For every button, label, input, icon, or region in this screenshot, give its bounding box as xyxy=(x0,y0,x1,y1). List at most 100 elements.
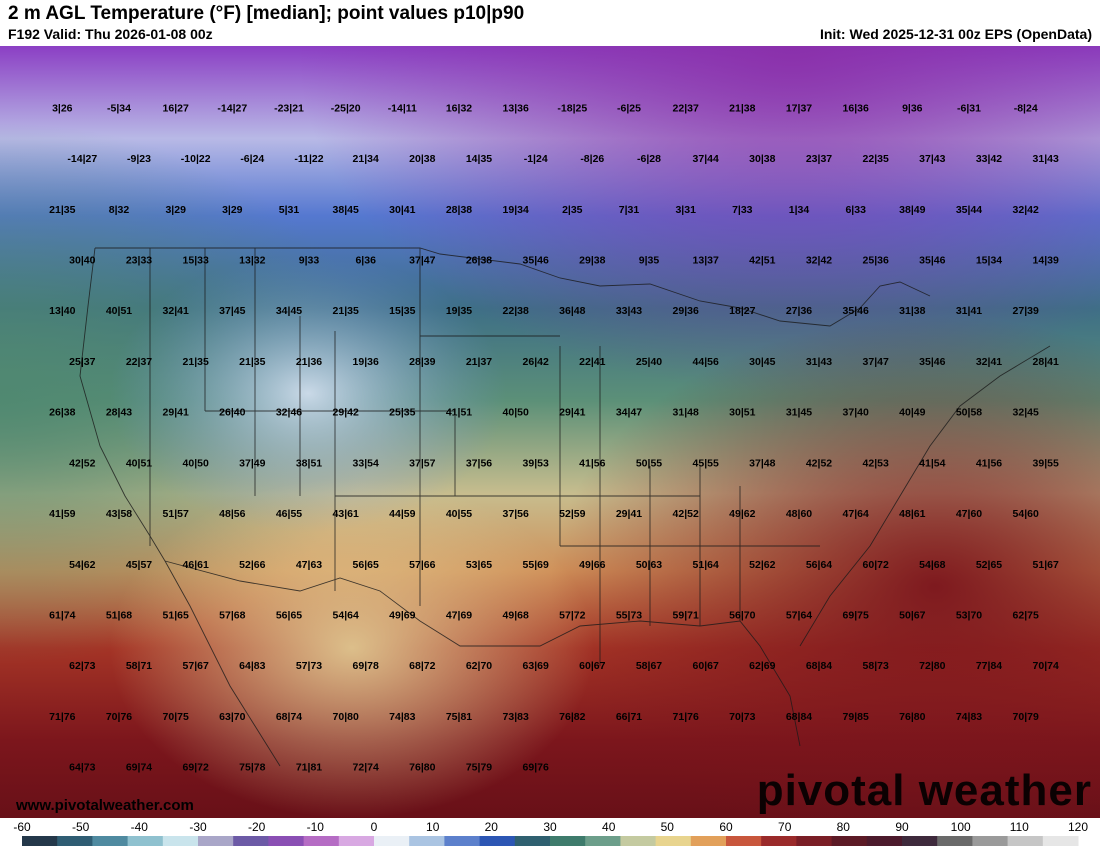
point-value: 32|41 xyxy=(976,356,1002,368)
point-value: 71|81 xyxy=(296,762,322,774)
point-value: 37|57 xyxy=(409,457,435,469)
point-value: 63|69 xyxy=(523,660,549,672)
header: 2 m AGL Temperature (°F) [median]; point… xyxy=(0,0,1100,46)
point-value: -6|24 xyxy=(240,153,264,165)
point-value: 26|42 xyxy=(523,356,549,368)
scale-cell xyxy=(690,836,727,846)
point-value: 1|34 xyxy=(789,204,810,216)
scale-cell xyxy=(866,836,903,846)
point-value: 73|83 xyxy=(503,711,529,723)
point-value: 47|64 xyxy=(843,508,869,520)
point-value: 27|36 xyxy=(786,305,812,317)
scale-cell xyxy=(409,836,445,846)
point-value: 41|56 xyxy=(579,457,605,469)
scale-tick-label: 90 xyxy=(895,820,909,834)
point-value: 8|32 xyxy=(109,204,130,216)
point-value: -25|20 xyxy=(331,102,361,114)
color-scale: -60 -50 -40 -30 -20 -10 0 10 20 30 40 50 60 70 80 90 100… xyxy=(0,818,1100,850)
point-value: 36|48 xyxy=(559,305,585,317)
point-value: 23|37 xyxy=(806,153,832,165)
scale-cell xyxy=(831,836,868,846)
scale-tick-label: 20 xyxy=(485,820,499,834)
point-value: 37|43 xyxy=(919,153,945,165)
point-value: 25|36 xyxy=(863,255,889,267)
point-value: 30|40 xyxy=(69,255,95,267)
point-value: 6|33 xyxy=(845,204,866,216)
point-value: 35|46 xyxy=(919,255,945,267)
point-value: 39|53 xyxy=(523,457,549,469)
point-value: 69|75 xyxy=(843,610,869,622)
point-value: 57|64 xyxy=(786,610,812,622)
point-value: 60|67 xyxy=(693,660,719,672)
scale-cell xyxy=(338,836,375,846)
chart-title: 2 m AGL Temperature (°F) [median]; point… xyxy=(8,3,525,24)
brand-logo: pivotal weather xyxy=(756,766,1092,815)
point-value: 35|46 xyxy=(523,255,549,267)
point-value: 16|27 xyxy=(163,102,189,114)
point-value: 3|29 xyxy=(165,204,186,216)
point-value: 34|45 xyxy=(276,305,302,317)
point-value: 19|36 xyxy=(353,356,379,368)
point-value: 33|42 xyxy=(976,153,1002,165)
point-value: 13|36 xyxy=(503,102,529,114)
scale-cell xyxy=(127,836,164,846)
point-value: 37|40 xyxy=(843,407,869,419)
point-value: 52|62 xyxy=(749,559,775,571)
point-value: 9|33 xyxy=(299,255,320,267)
point-value: 55|73 xyxy=(616,610,642,622)
scale-tick-label: 80 xyxy=(837,820,851,834)
scale-tick-label: 30 xyxy=(543,820,557,834)
scale-cell xyxy=(268,836,305,846)
point-value: 44|56 xyxy=(693,356,719,368)
scale-tick-label: -50 xyxy=(72,820,90,834)
scale-cell xyxy=(902,836,938,846)
point-value: 34|47 xyxy=(616,407,642,419)
point-value: 35|46 xyxy=(919,356,945,368)
point-value: -14|11 xyxy=(388,102,417,114)
point-value: 42|52 xyxy=(673,508,699,520)
point-value: 21|35 xyxy=(239,356,265,368)
point-value: 37|56 xyxy=(503,508,529,520)
scale-cell xyxy=(796,836,833,846)
point-value: 51|64 xyxy=(693,559,719,571)
point-value: 32|46 xyxy=(276,407,302,419)
scale-cells xyxy=(22,836,1079,846)
point-value: 70|80 xyxy=(333,711,359,723)
point-value: 29|42 xyxy=(333,407,359,419)
east-coast xyxy=(799,345,1051,647)
point-value: 31|45 xyxy=(786,407,812,419)
point-value: 49|66 xyxy=(579,559,605,571)
point-value: 7|31 xyxy=(619,204,640,216)
point-value: 5|31 xyxy=(279,204,300,216)
point-value: 29|38 xyxy=(579,255,605,267)
point-value: 3|26 xyxy=(52,102,73,114)
point-value: 70|74 xyxy=(1033,660,1059,672)
scale-cell xyxy=(620,836,657,846)
point-value: 39|55 xyxy=(1033,457,1059,469)
point-value: 50|58 xyxy=(956,407,982,419)
point-value: 68|72 xyxy=(409,660,435,672)
point-value: 53|65 xyxy=(466,559,492,571)
point-value: 70|76 xyxy=(106,711,132,723)
scale-tick-label: 10 xyxy=(426,820,440,834)
point-value: 30|41 xyxy=(389,204,415,216)
point-value: 72|74 xyxy=(353,762,379,774)
point-value: 57|67 xyxy=(183,660,209,672)
point-value: 44|59 xyxy=(389,508,415,520)
point-value: 72|80 xyxy=(919,660,945,672)
init-time: Init: Wed 2025-12-31 00z EPS (OpenData) xyxy=(819,26,1092,42)
point-value: 22|35 xyxy=(863,153,889,165)
point-value: 45|57 xyxy=(126,559,152,571)
point-value: -10|22 xyxy=(181,153,211,165)
scale-tick-label: 0 xyxy=(371,820,378,834)
point-value: 70|75 xyxy=(163,711,189,723)
color-scale-canvas: -60 -50 -40 -30 -20 -10 0 10 20 30 40 50 60 70 80 90 100… xyxy=(13,820,1088,846)
point-value: 32|42 xyxy=(806,255,832,267)
scale-cell xyxy=(22,836,58,846)
point-value: 40|49 xyxy=(899,407,925,419)
point-value: 9|35 xyxy=(639,255,660,267)
point-value: 7|33 xyxy=(732,204,753,216)
point-value: 31|41 xyxy=(956,305,982,317)
point-value: 15|33 xyxy=(183,255,209,267)
point-value: 41|59 xyxy=(49,508,75,520)
